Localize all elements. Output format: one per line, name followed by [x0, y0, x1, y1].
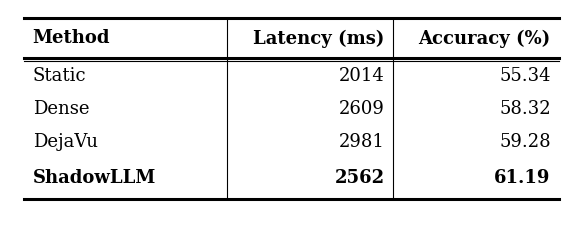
Text: DejaVu: DejaVu [33, 132, 98, 150]
Text: 55.34: 55.34 [499, 67, 551, 85]
Text: 59.28: 59.28 [499, 132, 551, 150]
Text: Accuracy (%): Accuracy (%) [419, 29, 551, 47]
Text: ShadowLLM: ShadowLLM [33, 168, 156, 186]
Text: 58.32: 58.32 [499, 99, 551, 117]
Text: Dense: Dense [33, 99, 89, 117]
Text: Method: Method [33, 29, 110, 47]
Text: Static: Static [33, 67, 86, 85]
Text: 61.19: 61.19 [494, 168, 551, 186]
Text: 2562: 2562 [335, 168, 385, 186]
Text: Latency (ms): Latency (ms) [253, 29, 385, 47]
Text: 2014: 2014 [339, 67, 385, 85]
Text: 2981: 2981 [339, 132, 385, 150]
Text: 2609: 2609 [339, 99, 385, 117]
